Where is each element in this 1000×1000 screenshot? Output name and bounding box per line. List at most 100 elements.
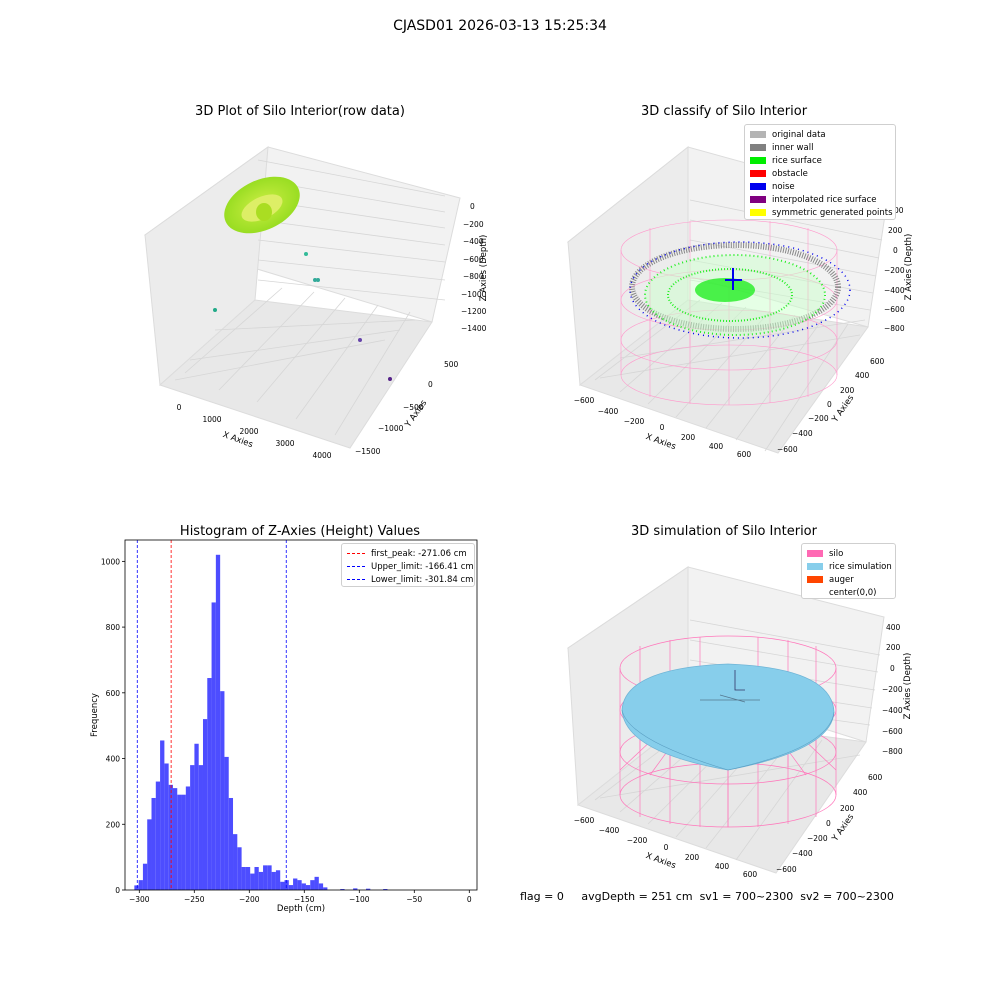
legend-item: first_peak: -271.06 cm (347, 547, 469, 560)
raw-gridlines (174, 159, 446, 436)
x-tick-label: −100 (349, 895, 370, 904)
raw-z-label: Z Axies (Depth) (479, 235, 489, 302)
svg-text:400: 400 (715, 862, 730, 871)
histogram-y-label: Frequency (90, 693, 100, 737)
x-tick-label: −50 (406, 895, 422, 904)
legend-label: symmetric generated points (772, 207, 893, 218)
status-line: flag = 0 avgDepth = 251 cm sv1 = 700~230… (520, 890, 894, 903)
svg-text:−400: −400 (884, 286, 905, 295)
legend-swatch (807, 550, 823, 557)
histogram-bar (258, 871, 264, 890)
legend-label: auger (829, 574, 854, 585)
histogram-bar (233, 834, 238, 890)
legend-item: inner wall (750, 141, 890, 154)
histogram-bar (198, 765, 203, 890)
svg-text:0: 0 (428, 380, 433, 389)
histogram-bar (301, 883, 306, 890)
legend-line (347, 553, 365, 554)
svg-text:200: 200 (886, 643, 901, 652)
simulation-3d-axes: −600 −400 −200 0 200 400 600 X Axies 600… (566, 566, 913, 879)
legend-label: first_peak: -271.06 cm (371, 548, 467, 559)
histogram-bars (134, 554, 388, 890)
svg-text:400: 400 (855, 371, 870, 380)
svg-text:−400: −400 (598, 407, 619, 416)
status-sv1: sv1 = 700~2300 (699, 890, 794, 903)
svg-text:400: 400 (709, 442, 724, 451)
legend-swatch (750, 131, 766, 138)
legend-swatch (750, 183, 766, 190)
raw-x-ticks: 0 1000 2000 3000 4000 (177, 403, 332, 460)
histogram-bar (160, 740, 165, 890)
simulation-y-ticks: 600 400 200 0 −200 −400 −600 (776, 773, 883, 874)
histogram-bar (142, 863, 148, 890)
histogram-bar (134, 885, 139, 890)
legend-label: Upper_limit: -166.41 cm (371, 561, 474, 572)
legend-swatch (807, 576, 823, 583)
legend-label: Lower_limit: -301.84 cm (371, 574, 474, 585)
legend-swatch (750, 144, 766, 151)
svg-text:−200: −200 (624, 417, 645, 426)
classify-y-label: Y Axies (830, 393, 857, 425)
histogram-axes: −300 −250 −200 −150 −100 −50 0 0 200 400 600 800 10… (90, 539, 478, 914)
histogram-bar (151, 797, 156, 890)
legend-item: silo (807, 547, 890, 560)
histogram-bar (177, 794, 182, 890)
svg-text:200: 200 (685, 853, 700, 862)
svg-text:600: 600 (868, 773, 883, 782)
y-tick-label: 0 (115, 886, 120, 895)
legend-label: interpolated rice surface (772, 194, 877, 205)
legend-item: auger (807, 573, 890, 586)
svg-text:−400: −400 (463, 237, 484, 246)
svg-text:500: 500 (444, 360, 459, 369)
svg-text:−800: −800 (463, 272, 484, 281)
svg-text:−200: −200 (882, 685, 903, 694)
histogram-bar (185, 786, 191, 890)
legend-item: Lower_limit: -301.84 cm (347, 573, 473, 586)
histogram-bar (383, 889, 388, 890)
legend-label: noise (772, 181, 795, 192)
histogram-bar (190, 765, 195, 890)
histogram-bar (254, 866, 259, 890)
histogram-bar (211, 602, 216, 890)
svg-text:−1400: −1400 (461, 324, 487, 333)
histogram-title: Histogram of Z-Axies (Height) Values (179, 524, 421, 539)
legend-item: Upper_limit: -166.41 cm (347, 560, 474, 573)
svg-text:−600: −600 (882, 727, 903, 736)
histogram-bar (293, 878, 298, 890)
histogram-bar (267, 865, 272, 890)
svg-text:0: 0 (893, 246, 898, 255)
svg-text:−400: −400 (792, 429, 813, 438)
figure-title: CJASD01 2026-03-13 15:25:34 (393, 18, 607, 34)
svg-text:−200: −200 (808, 414, 829, 423)
histogram-bar (305, 885, 311, 890)
classify-plot-title: 3D classify of Silo Interior (640, 104, 808, 119)
svg-text:200: 200 (888, 226, 903, 235)
histogram-bar (147, 819, 152, 890)
raw-data-points (213, 176, 392, 381)
legend-item: rice simulation (807, 560, 892, 573)
histogram-bar (250, 873, 255, 890)
svg-text:600: 600 (737, 450, 752, 459)
raw-z-ticks: 0 −200 −400 −600 −800 −1000 −1200 −1400 (461, 202, 487, 333)
legend-swatch (750, 196, 766, 203)
histogram-x-label: Depth (cm) (277, 904, 325, 914)
legend-label: center(0,0) (829, 587, 877, 598)
svg-text:0: 0 (890, 664, 895, 673)
histogram-bar (207, 678, 212, 890)
svg-text:600: 600 (743, 870, 758, 879)
classify-x-ticks: −600 −400 −200 0 200 400 600 (574, 396, 752, 459)
raw-plot-title: 3D Plot of Silo Interior(row data) (195, 104, 405, 119)
histogram-vlines (136, 540, 287, 890)
legend-label: inner wall (772, 142, 814, 153)
histogram-bar (194, 743, 199, 890)
svg-text:−600: −600 (574, 396, 595, 405)
simulation-legend: silo rice simulation auger center(0,0) (801, 543, 896, 599)
x-tick-label: 0 (467, 895, 472, 904)
histogram-bar (215, 554, 221, 890)
legend-item: rice surface (750, 154, 890, 167)
svg-text:−200: −200 (627, 836, 648, 845)
legend-label: silo (829, 548, 844, 559)
simulation-z-label: Z Axies (Depth) (903, 653, 913, 720)
svg-text:3000: 3000 (275, 439, 294, 448)
